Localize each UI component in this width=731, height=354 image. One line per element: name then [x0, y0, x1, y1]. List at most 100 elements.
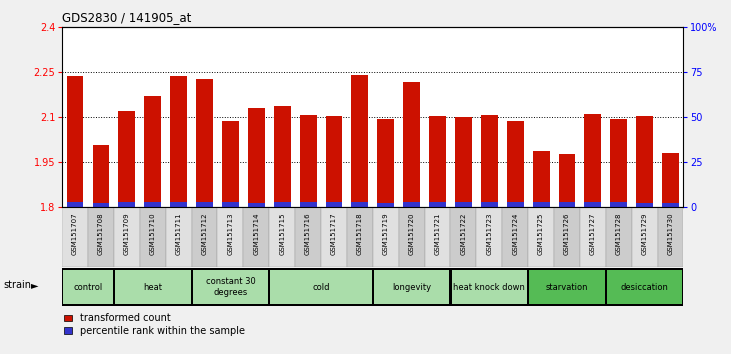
Text: GSM151725: GSM151725 — [538, 212, 544, 255]
Text: GSM151707: GSM151707 — [72, 212, 78, 255]
Text: GSM151718: GSM151718 — [357, 212, 363, 255]
Bar — [144, 202, 161, 207]
Bar — [166, 208, 192, 267]
Text: GSM151713: GSM151713 — [227, 212, 233, 255]
Legend: transformed count, percentile rank within the sample: transformed count, percentile rank withi… — [63, 313, 246, 337]
Bar — [62, 208, 88, 267]
Bar — [93, 204, 110, 207]
Bar — [429, 202, 446, 207]
Bar — [248, 108, 265, 207]
Bar — [529, 270, 605, 303]
Bar — [662, 153, 679, 207]
Text: GSM151714: GSM151714 — [254, 212, 260, 255]
Text: cold: cold — [312, 282, 330, 292]
Bar — [481, 115, 498, 207]
Bar — [269, 208, 295, 267]
Text: GSM151723: GSM151723 — [486, 212, 492, 255]
Text: GSM151724: GSM151724 — [512, 212, 518, 255]
Bar — [450, 208, 477, 267]
Bar — [554, 208, 580, 267]
Bar — [118, 202, 135, 207]
Bar — [114, 208, 140, 267]
Text: GSM151708: GSM151708 — [98, 212, 104, 255]
Bar — [295, 208, 321, 267]
Bar — [63, 270, 113, 303]
Bar — [558, 202, 575, 207]
Bar — [192, 208, 218, 267]
Text: GSM151727: GSM151727 — [590, 212, 596, 255]
Bar — [610, 202, 627, 207]
Bar — [243, 208, 269, 267]
Bar — [218, 208, 243, 267]
Text: GSM151720: GSM151720 — [409, 212, 414, 255]
Text: GSM151730: GSM151730 — [667, 212, 673, 255]
Text: GSM151728: GSM151728 — [616, 212, 622, 255]
Text: GSM151710: GSM151710 — [150, 212, 156, 255]
Bar — [398, 208, 425, 267]
Bar — [377, 204, 394, 207]
Bar — [452, 270, 527, 303]
Bar — [377, 119, 394, 207]
Bar — [455, 116, 471, 207]
Text: GSM151726: GSM151726 — [564, 212, 570, 255]
Text: longevity: longevity — [392, 282, 431, 292]
Bar — [658, 208, 683, 267]
Bar — [374, 270, 450, 303]
Bar — [404, 202, 420, 207]
Bar — [144, 96, 161, 207]
Text: GSM151712: GSM151712 — [202, 212, 208, 255]
Text: constant 30
degrees: constant 30 degrees — [205, 278, 255, 297]
Text: GSM151711: GSM151711 — [175, 212, 181, 255]
Bar — [632, 208, 658, 267]
Bar — [222, 202, 239, 207]
Text: strain: strain — [4, 280, 31, 290]
Bar — [196, 79, 213, 207]
Bar — [425, 208, 450, 267]
Text: desiccation: desiccation — [621, 282, 669, 292]
Bar — [192, 270, 268, 303]
Bar — [93, 145, 110, 207]
Bar — [115, 270, 191, 303]
Bar — [88, 208, 114, 267]
Text: starvation: starvation — [546, 282, 588, 292]
Bar — [528, 208, 554, 267]
Bar — [585, 202, 602, 207]
Bar — [300, 202, 317, 207]
Text: GDS2830 / 141905_at: GDS2830 / 141905_at — [62, 11, 192, 24]
Text: control: control — [73, 282, 102, 292]
Bar — [325, 116, 342, 207]
Bar — [248, 204, 265, 207]
Bar — [118, 111, 135, 207]
Bar — [347, 208, 373, 267]
Bar — [558, 154, 575, 207]
Bar — [67, 202, 83, 207]
Bar — [429, 116, 446, 207]
Text: GSM151716: GSM151716 — [305, 212, 311, 255]
Bar — [507, 121, 523, 207]
Bar — [222, 121, 239, 207]
Text: GSM151717: GSM151717 — [331, 212, 337, 255]
Text: ►: ► — [31, 280, 38, 290]
Bar — [140, 208, 166, 267]
Bar — [580, 208, 606, 267]
Bar — [636, 116, 653, 207]
Bar — [274, 202, 291, 207]
Bar — [170, 202, 187, 207]
Bar — [270, 270, 372, 303]
Bar — [196, 202, 213, 207]
Text: GSM151719: GSM151719 — [383, 212, 389, 255]
Text: GSM151729: GSM151729 — [642, 212, 648, 255]
Bar — [481, 202, 498, 207]
Text: heat: heat — [143, 282, 162, 292]
Text: GSM151709: GSM151709 — [124, 212, 130, 255]
Bar — [610, 119, 627, 207]
Bar — [662, 204, 679, 207]
Bar — [352, 75, 368, 207]
Bar — [455, 202, 471, 207]
Bar — [352, 202, 368, 207]
Bar — [477, 208, 502, 267]
Bar — [170, 76, 187, 207]
Bar — [404, 82, 420, 207]
Bar — [533, 202, 550, 207]
Bar — [373, 208, 398, 267]
